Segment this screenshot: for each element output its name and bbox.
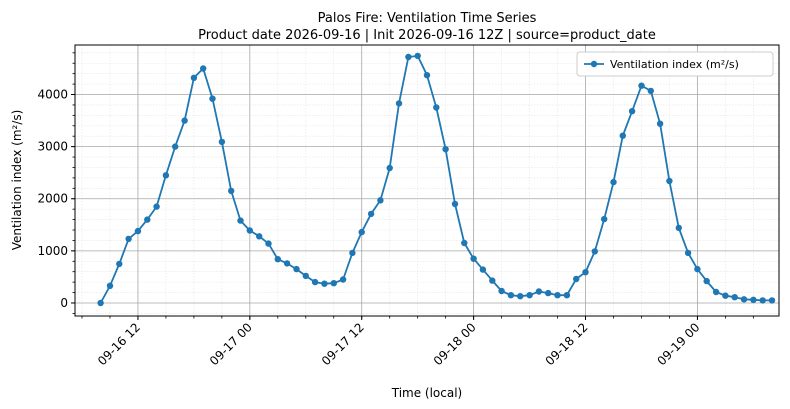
data-point <box>367 210 375 218</box>
data-point <box>684 249 692 257</box>
data-point <box>228 187 235 195</box>
legend: Ventilation index (m²/s) <box>576 51 774 77</box>
y-tick-label: 0 <box>60 296 68 310</box>
data-point <box>116 260 123 268</box>
data-point <box>302 272 309 280</box>
data-point <box>246 227 253 234</box>
data-point <box>619 132 626 139</box>
data-point <box>759 297 766 304</box>
data-point <box>656 120 664 127</box>
data-point <box>106 282 114 289</box>
data-point <box>647 87 654 95</box>
data-point <box>675 224 682 232</box>
data-point <box>237 217 244 224</box>
data-point <box>498 287 505 295</box>
data-point <box>489 277 496 284</box>
y-tick-label: 1000 <box>37 244 68 258</box>
axis-ticks: 09-16 12 09-17 00 09-17 12 09-18 00 09-18 12… <box>37 52 754 368</box>
data-point <box>395 100 403 107</box>
data-point <box>479 266 487 273</box>
data-point <box>628 108 636 115</box>
data-point <box>694 265 701 273</box>
data-point <box>591 248 598 255</box>
data-point <box>218 138 226 146</box>
data-point <box>190 74 198 82</box>
legend-marker <box>590 60 598 68</box>
data-point <box>181 117 188 124</box>
data-point <box>582 269 589 276</box>
data-point <box>573 275 580 283</box>
data-point <box>535 288 543 295</box>
data-point <box>283 260 291 267</box>
y-tick-label: 3000 <box>37 140 68 154</box>
data-point <box>442 146 449 153</box>
data-point <box>125 235 132 243</box>
plot-frame <box>74 44 780 317</box>
legend-label: Ventilation index (m²/s) <box>610 58 739 71</box>
data-point <box>507 292 515 299</box>
data-point <box>601 215 608 223</box>
data-point <box>563 292 571 299</box>
data-point <box>358 228 365 236</box>
data-point <box>321 280 328 287</box>
data-point <box>293 265 300 273</box>
data-point <box>162 172 170 179</box>
data-point <box>172 143 179 150</box>
data-point <box>666 177 673 185</box>
y-axis-label: Ventilation index (m²/s) <box>10 110 24 251</box>
data-point <box>209 95 216 102</box>
data-point <box>768 297 776 304</box>
data-point <box>750 296 757 303</box>
data-point <box>610 178 617 186</box>
data-point <box>740 296 748 303</box>
x-tick-label: 09-16 12 <box>95 320 143 368</box>
data-point <box>461 239 468 247</box>
data-point <box>703 277 710 285</box>
x-tick-label: 09-17 12 <box>319 320 367 368</box>
data-point <box>311 278 319 286</box>
data-point <box>330 280 337 287</box>
data-point <box>265 240 272 247</box>
data-point <box>97 299 104 307</box>
x-tick-label: 09-17 00 <box>207 320 255 368</box>
data-point <box>153 203 160 210</box>
data-point <box>731 294 738 301</box>
data-point <box>712 288 720 296</box>
data-point <box>144 216 151 223</box>
data-point <box>200 65 207 72</box>
data-point <box>349 249 356 257</box>
data-point <box>526 292 533 299</box>
data-point <box>377 197 384 204</box>
data-point <box>386 164 393 172</box>
chart-title: Palos Fire: Ventilation Time Series <box>318 11 537 26</box>
data-point <box>545 289 552 297</box>
y-tick-label: 2000 <box>37 192 68 206</box>
data-point <box>423 72 431 79</box>
data-point <box>470 255 477 262</box>
data-point <box>451 200 459 208</box>
data-point <box>405 53 412 61</box>
data-point <box>722 292 729 299</box>
grid <box>75 45 779 316</box>
x-tick-label: 09-19 00 <box>654 320 702 368</box>
data-point <box>517 293 524 300</box>
data-point <box>256 233 263 240</box>
x-axis-label: Time (local) <box>391 386 463 400</box>
legend-box <box>576 51 774 77</box>
x-tick-label: 09-18 12 <box>543 320 591 368</box>
chart-subtitle: Product date 2026-09-16 | Init 2026-09-1… <box>198 28 656 43</box>
data-point <box>339 276 347 283</box>
y-tick-label: 4000 <box>37 88 68 102</box>
data-series <box>97 52 776 307</box>
data-point <box>554 292 561 299</box>
data-point <box>274 256 281 263</box>
x-tick-label: 09-18 00 <box>431 320 479 368</box>
data-point <box>414 52 421 60</box>
data-point <box>638 82 645 89</box>
data-point <box>134 227 142 235</box>
data-point <box>433 104 440 111</box>
